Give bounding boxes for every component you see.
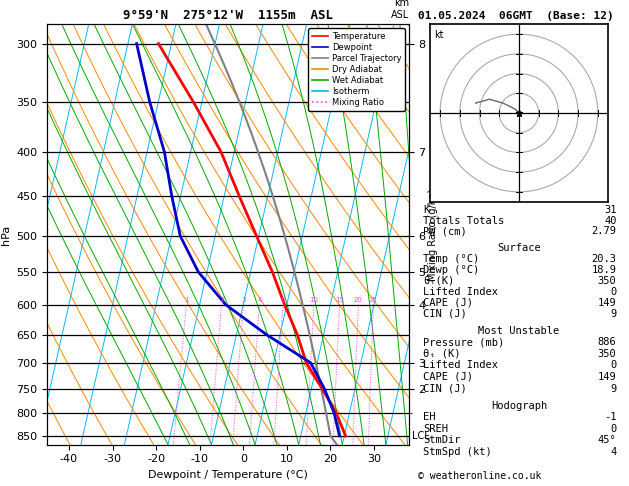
Text: km
ASL: km ASL [391,0,409,20]
Title: 9°59'N  275°12'W  1155m  ASL: 9°59'N 275°12'W 1155m ASL [123,9,333,22]
Text: 20.3: 20.3 [591,254,616,264]
Text: Surface: Surface [497,243,541,253]
Text: 3: 3 [241,297,246,303]
Text: kt: kt [434,30,443,40]
Text: LCL: LCL [413,431,430,441]
Text: θₜ (K): θₜ (K) [423,349,461,359]
Text: 15: 15 [335,297,344,303]
Text: StmDir: StmDir [423,435,461,445]
Text: 149: 149 [598,372,616,382]
Text: 4: 4 [257,297,262,303]
Text: CIN (J): CIN (J) [423,309,467,319]
Text: 350: 350 [598,276,616,286]
Text: CIN (J): CIN (J) [423,383,467,394]
Text: 149: 149 [598,297,616,308]
Text: 40: 40 [604,216,616,226]
Text: Dewp (°C): Dewp (°C) [423,265,480,275]
Text: 10: 10 [309,297,318,303]
Text: 2: 2 [220,297,224,303]
Text: 0: 0 [610,361,616,370]
Text: Hodograph: Hodograph [491,400,547,411]
Text: 350: 350 [598,349,616,359]
Text: 31: 31 [604,205,616,215]
Text: 0: 0 [610,287,616,296]
Text: Lifted Index: Lifted Index [423,287,498,296]
Text: Pressure (mb): Pressure (mb) [423,337,504,347]
Text: Totals Totals: Totals Totals [423,216,504,226]
Text: SREH: SREH [423,424,448,434]
Text: 45°: 45° [598,435,616,445]
Text: Temp (°C): Temp (°C) [423,254,480,264]
Text: StmSpd (kt): StmSpd (kt) [423,447,493,457]
Text: 1: 1 [184,297,189,303]
Text: 9: 9 [610,383,616,394]
Text: -1: -1 [604,412,616,422]
Text: CAPE (J): CAPE (J) [423,297,474,308]
Text: Most Unstable: Most Unstable [478,326,560,336]
Text: θₜ(K): θₜ(K) [423,276,455,286]
Y-axis label: hPa: hPa [1,225,11,244]
Text: 4: 4 [610,447,616,457]
Text: 20: 20 [354,297,363,303]
Text: 0: 0 [610,424,616,434]
Text: K: K [423,205,430,215]
Text: CAPE (J): CAPE (J) [423,372,474,382]
Text: 01.05.2024  06GMT  (Base: 12): 01.05.2024 06GMT (Base: 12) [418,11,614,21]
Text: © weatheronline.co.uk: © weatheronline.co.uk [418,471,542,481]
Text: Lifted Index: Lifted Index [423,361,498,370]
Text: 9: 9 [610,309,616,319]
Text: EH: EH [423,412,436,422]
Text: PW (cm): PW (cm) [423,226,467,236]
Text: 6: 6 [281,297,285,303]
Y-axis label: Mixing Ratio (g/kg): Mixing Ratio (g/kg) [428,189,438,280]
X-axis label: Dewpoint / Temperature (°C): Dewpoint / Temperature (°C) [148,470,308,480]
Text: 2.79: 2.79 [591,226,616,236]
Text: 886: 886 [598,337,616,347]
Text: 25: 25 [369,297,378,303]
Legend: Temperature, Dewpoint, Parcel Trajectory, Dry Adiabat, Wet Adiabat, Isotherm, Mi: Temperature, Dewpoint, Parcel Trajectory… [308,29,404,111]
Text: 18.9: 18.9 [591,265,616,275]
